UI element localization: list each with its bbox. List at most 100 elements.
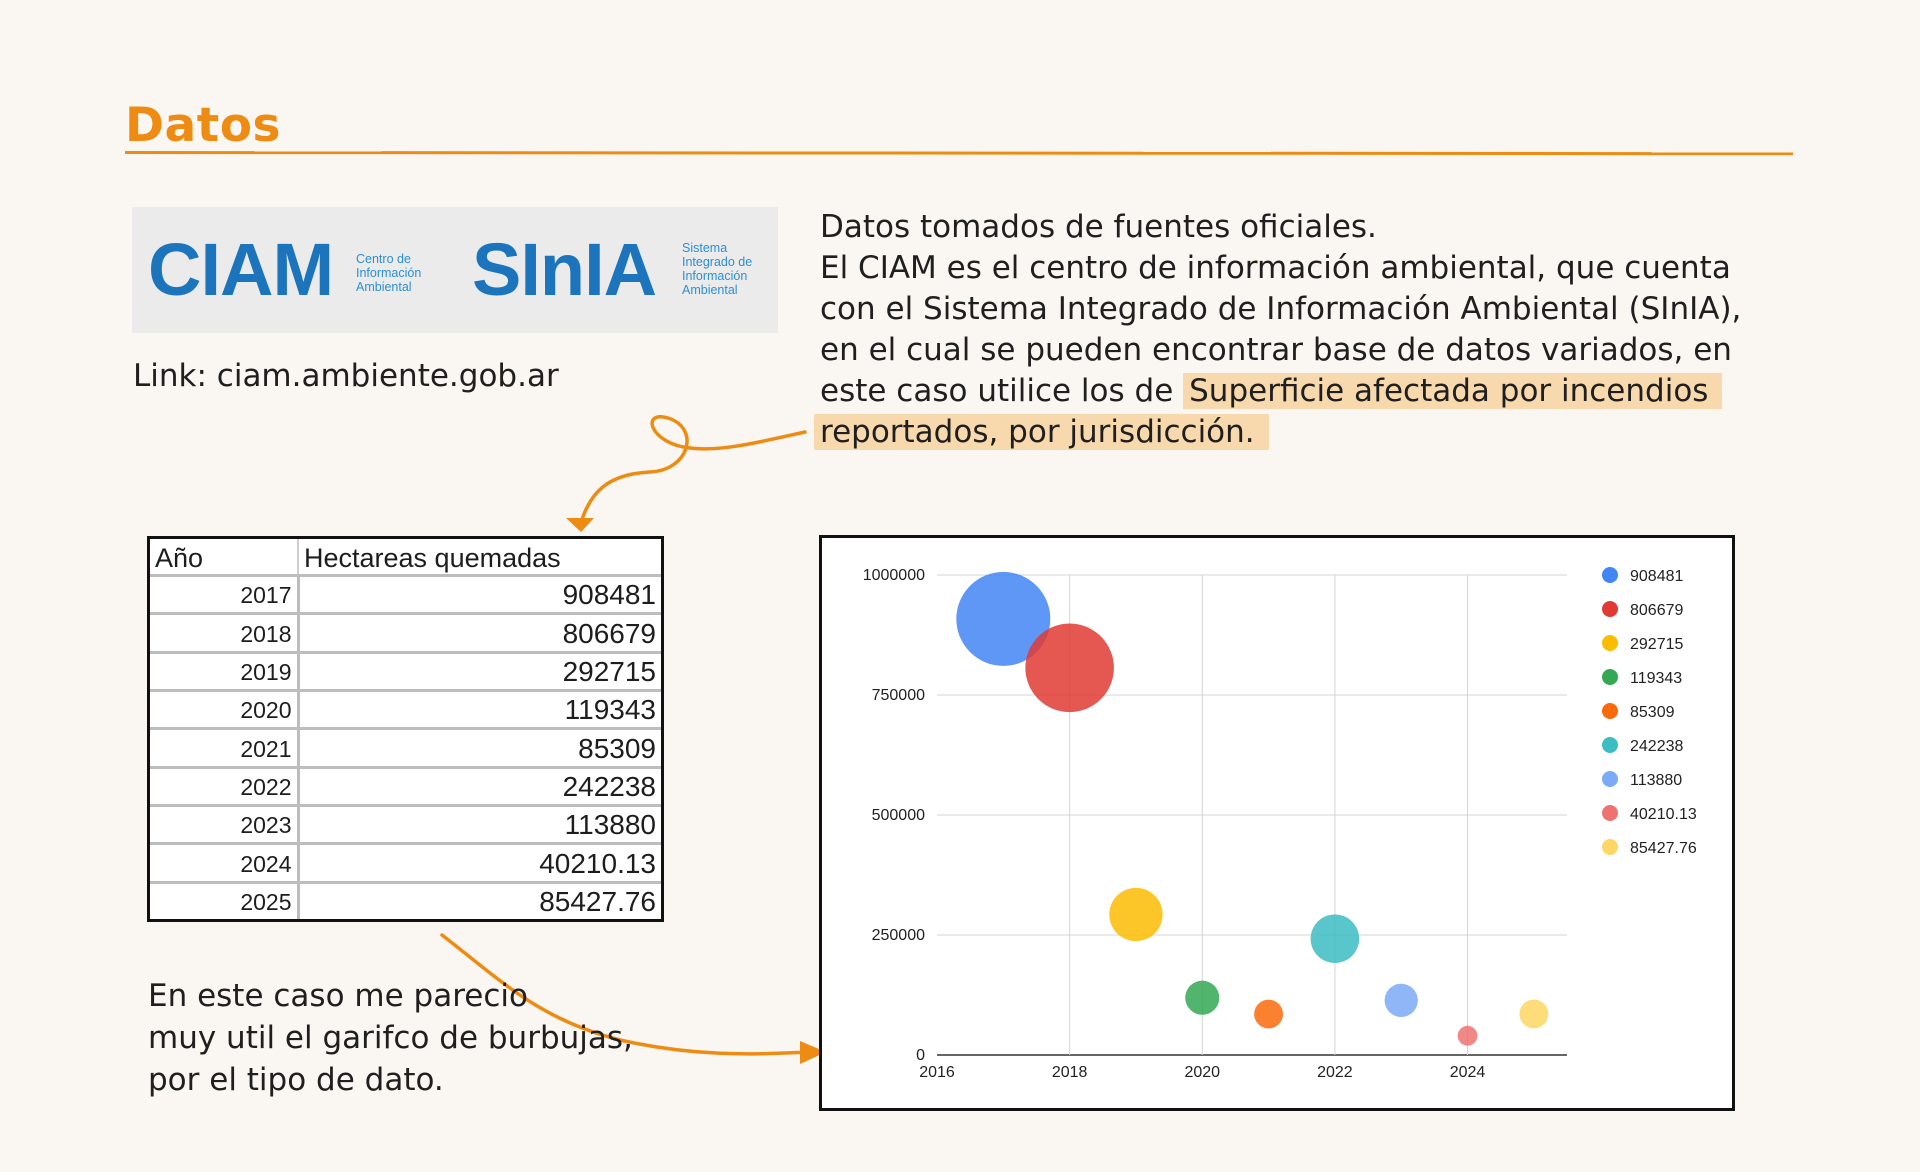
data-table: Año Hectareas quemadas 2017 908481 2018 80…	[147, 536, 664, 922]
bubble-point	[1254, 999, 1283, 1029]
legend-label: 85427.76	[1630, 840, 1697, 857]
page-title: Datos	[125, 98, 281, 153]
x-tick-label: 2016	[919, 1064, 955, 1081]
cell-hectares: 119343	[298, 690, 661, 731]
note-line: por el tipo de dato.	[148, 1062, 444, 1098]
cell-hectares: 908481	[298, 575, 661, 616]
legend-label: 40210.13	[1630, 806, 1697, 823]
legend-label: 85309	[1630, 704, 1675, 721]
legend-swatch	[1602, 601, 1618, 617]
sinia-logo-subtitle: Sistema Integrado de Información Ambient…	[682, 241, 752, 297]
x-tick-label: 2022	[1317, 1064, 1353, 1081]
cell-hectares: 113880	[298, 805, 661, 846]
chart-arrowhead	[800, 1041, 826, 1064]
table-row: 2019 292715	[150, 652, 661, 693]
table-row: 2024 40210.13	[150, 843, 661, 884]
dataset-highlight: Superficie afectada por incendios	[1183, 373, 1723, 409]
bubble-chart: 0 250000 500000 750000 1000000 2016 2018 2020 20…	[863, 567, 1697, 1081]
burned-area-table: Año Hectareas quemadas 2017 908481 2018 80…	[150, 539, 661, 919]
description-line: en el cual se pueden encontrar base de d…	[820, 332, 1732, 368]
cell-year: 2023	[150, 805, 300, 846]
ciam-logo-subtitle: Centro de Información Ambiental	[356, 252, 421, 294]
y-tick-label: 250000	[872, 927, 925, 944]
cell-hectares: 85427.76	[539, 886, 656, 917]
table-row: 2023 113880	[150, 805, 661, 846]
cell-hectares: 242238	[298, 767, 661, 808]
sinia-sub-line: Información	[682, 269, 748, 283]
legend-swatch	[1602, 703, 1618, 719]
legend-label: 119343	[1630, 670, 1682, 687]
cell-year: 2022	[150, 767, 300, 808]
sinia-sub-line: Sistema	[682, 241, 728, 255]
note-line: muy util el garifco de burbujas,	[148, 1020, 633, 1056]
legend-label: 806679	[1630, 602, 1683, 619]
y-tick-label: 750000	[872, 687, 925, 704]
description-line: Datos tomados de fuentes oficiales.	[820, 209, 1377, 245]
legend-label: 242238	[1630, 738, 1683, 755]
cell-year: 2019	[150, 652, 300, 693]
sinia-logo: SInIA	[472, 228, 657, 311]
cell-year: 2021	[150, 728, 300, 769]
bubble-point	[1519, 999, 1549, 1029]
cell-year: 2018	[150, 613, 300, 654]
bubble-point	[1109, 887, 1163, 942]
note-line: En este caso me parecio	[148, 978, 528, 1014]
table-row: 2021 85309	[150, 728, 661, 769]
y-tick-label: 500000	[872, 807, 925, 824]
table-row: 2017 908481	[150, 575, 661, 616]
ciam-sub-line: Centro de	[356, 252, 411, 266]
legend-swatch	[1602, 635, 1618, 651]
x-tick-label: 2018	[1052, 1064, 1088, 1081]
legend-swatch	[1602, 805, 1618, 821]
description-line: reportados, por jurisdicción.	[814, 412, 1780, 453]
cell-year: 2024	[150, 843, 300, 884]
description-line: este caso utilice los de Superficie afec…	[820, 371, 1780, 412]
cell-hectares: 40210.13	[298, 843, 661, 884]
cell-hectares: 806679	[298, 613, 661, 654]
description: Datos tomados de fuentes oficiales. El C…	[814, 207, 1780, 453]
logo-banner: CIAM Centro de Información Ambiental SIn…	[132, 207, 778, 333]
ciam-sub-line: Información	[356, 266, 422, 280]
cell-year: 2020	[150, 690, 300, 731]
chart-note: En este caso me parecio muy util el gari…	[148, 975, 633, 1101]
ciam-logo: CIAM	[148, 228, 334, 311]
cell-hectares: 292715	[298, 652, 661, 693]
dataset-highlight: reportados, por jurisdicción.	[814, 414, 1269, 450]
bubble-point	[1384, 983, 1418, 1017]
y-tick-label: 0	[916, 1047, 925, 1064]
table-header-row: Año Hectareas quemadas	[150, 539, 661, 577]
bubble-point	[1025, 623, 1114, 713]
sinia-sub-line: Ambiental	[682, 283, 738, 297]
loop-arrow	[578, 415, 807, 528]
cell-year: 2017	[150, 575, 300, 616]
description-plain: este caso utilice los de	[820, 373, 1184, 409]
x-tick-label: 2020	[1184, 1064, 1220, 1081]
table-row: 2025 85427.76	[150, 882, 661, 919]
legend-swatch	[1602, 669, 1618, 685]
source-link[interactable]: Link: ciam.ambiente.gob.ar	[133, 358, 559, 394]
cell-year: 2025	[150, 882, 300, 919]
header-hectares: Hectareas quemadas	[298, 539, 661, 577]
legend-swatch	[1602, 839, 1618, 855]
description-line: con el Sistema Integrado de Información …	[820, 291, 1742, 327]
legend-swatch	[1602, 771, 1618, 787]
header-year: Año	[150, 539, 299, 577]
y-tick-label: 1000000	[863, 567, 925, 584]
legend-label: 908481	[1630, 568, 1683, 585]
bubble-point	[1310, 914, 1360, 963]
cell-hectares: 85309	[298, 728, 661, 769]
bubble-point	[1457, 1025, 1478, 1046]
bubble-point	[1185, 980, 1220, 1015]
legend-swatch	[1602, 737, 1618, 753]
x-tick-label: 2024	[1450, 1064, 1486, 1081]
legend-label: 113880	[1630, 772, 1682, 789]
table-row: 2020 119343	[150, 690, 661, 731]
ciam-sub-line: Ambiental	[356, 280, 412, 294]
bubble-point	[956, 571, 1051, 666]
table-row: 2018 806679	[150, 613, 661, 654]
legend-label: 292715	[1630, 636, 1683, 653]
legend-swatch	[1602, 567, 1618, 583]
table-row: 2022 242238	[150, 767, 661, 808]
description-line: El CIAM es el centro de información ambi…	[820, 250, 1731, 286]
